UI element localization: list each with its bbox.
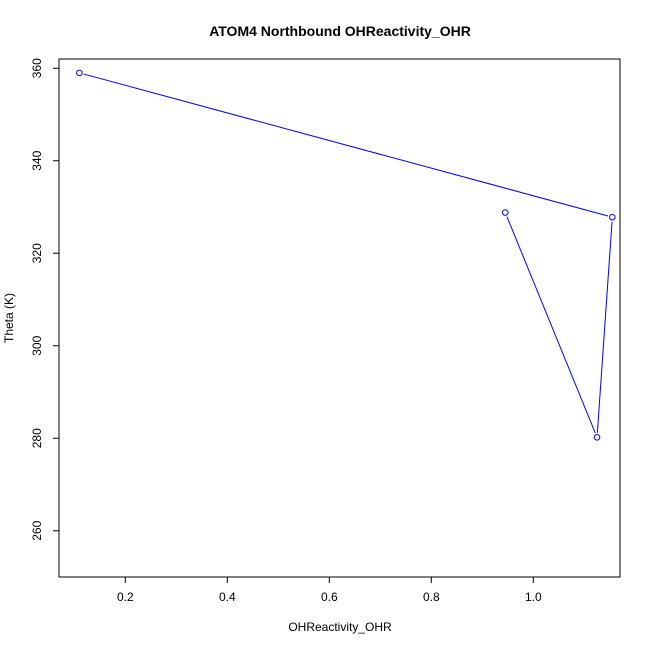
data-point [609, 213, 616, 221]
y-axis: 260 280 300 320 340 360 [30, 58, 59, 541]
x-tick-label: 0.2 [117, 590, 134, 604]
series-line-segment [596, 221, 613, 433]
data-point [501, 209, 509, 216]
y-tick-label: 280 [30, 428, 44, 448]
series-line-segment [506, 216, 596, 434]
x-tick-label: 1.0 [525, 590, 542, 604]
y-tick-label: 320 [30, 243, 44, 263]
y-tick-label: 300 [30, 335, 44, 355]
chart-title: ATOM4 Northbound OHReactivity_OHR [209, 23, 471, 39]
y-axis-label: Theta (K) [2, 293, 16, 343]
y-tick-label: 360 [30, 58, 44, 78]
series-layer [76, 69, 616, 441]
data-point [76, 69, 83, 77]
x-axis: 0.2 0.4 0.6 0.8 1.0 [117, 577, 542, 604]
x-axis-label: OHReactivity_OHR [288, 620, 392, 634]
series-line-segment [83, 73, 609, 217]
x-tick-label: 0.4 [219, 590, 236, 604]
plot-frame [58, 58, 621, 578]
x-tick-label: 0.8 [423, 590, 440, 604]
data-point [593, 434, 601, 441]
y-tick-label: 260 [30, 520, 44, 540]
y-tick-label: 340 [30, 150, 44, 170]
x-tick-label: 0.6 [321, 590, 338, 604]
